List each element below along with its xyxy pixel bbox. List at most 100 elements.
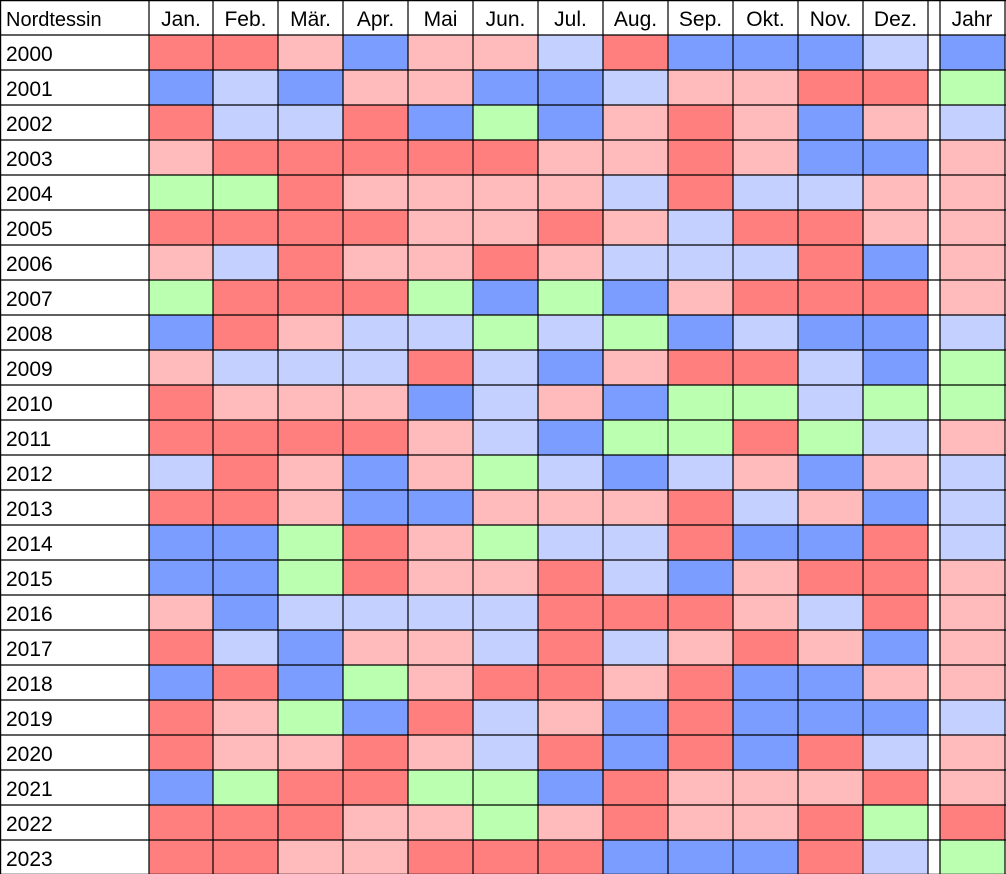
cell-2005-Jul [538,210,603,245]
month-header-11: Nov. [810,8,852,31]
year-label-2001: 2001 [6,78,53,101]
cell-2003-Jul [538,140,603,175]
cell-2022-Jan [149,805,213,840]
cell-2009-Mär [278,350,343,385]
cell-2013-Okt [733,490,798,525]
cell-2021-Jan [149,770,213,805]
cell-2011-Feb [213,420,278,455]
cell-2023-Sep [668,840,733,874]
cell-2007-Feb [213,280,278,315]
cell-2019-Okt [733,700,798,735]
cell-2002-annual [940,105,1005,140]
cell-2003-Sep [668,140,733,175]
cell-2007-Dez [863,280,928,315]
cell-2000-Mai [408,35,473,70]
cell-2007-Mai [408,280,473,315]
cell-2008-Apr [343,315,408,350]
cell-2018-annual [940,665,1005,700]
cell-2010-Apr [343,385,408,420]
cell-2019-Dez [863,700,928,735]
cell-2000-Sep [668,35,733,70]
cell-2014-Mär [278,525,343,560]
cell-2014-annual [940,525,1005,560]
year-label-2009: 2009 [6,358,53,381]
cell-2020-Apr [343,735,408,770]
cell-2018-Mär [278,665,343,700]
cell-2001-Sep [668,70,733,105]
cell-2017-Nov [798,630,863,665]
cell-2002-Aug [603,105,668,140]
cell-2010-Dez [863,385,928,420]
cell-2000-Dez [863,35,928,70]
cell-2000-Mär [278,35,343,70]
cell-2004-Dez [863,175,928,210]
cell-2012-Jun [473,455,538,490]
cell-2015-Mai [408,560,473,595]
cell-2020-Jan [149,735,213,770]
cell-2006-Nov [798,245,863,280]
year-label-2012: 2012 [6,463,53,486]
cell-2018-Jul [538,665,603,700]
cell-2014-Jul [538,525,603,560]
cell-2018-Okt [733,665,798,700]
cell-2017-Dez [863,630,928,665]
cell-2004-Feb [213,175,278,210]
cell-2001-Dez [863,70,928,105]
year-label-2011: 2011 [6,428,51,451]
cell-2015-Aug [603,560,668,595]
cell-2009-Jul [538,350,603,385]
cell-2004-Okt [733,175,798,210]
cell-2011-Apr [343,420,408,455]
cell-2003-Feb [213,140,278,175]
cell-2017-Jun [473,630,538,665]
cell-2014-Apr [343,525,408,560]
cell-2000-Jul [538,35,603,70]
cell-2006-Jul [538,245,603,280]
cell-2000-Jun [473,35,538,70]
cell-2022-Jul [538,805,603,840]
month-header-3: Mär. [290,8,331,31]
cell-2015-Mär [278,560,343,595]
cell-2006-annual [940,245,1005,280]
cell-2005-Okt [733,210,798,245]
cell-2005-Sep [668,210,733,245]
cell-2001-Jul [538,70,603,105]
cell-2021-Nov [798,770,863,805]
cell-2006-Okt [733,245,798,280]
cell-2007-Nov [798,280,863,315]
cell-2020-Nov [798,735,863,770]
cell-2020-Jul [538,735,603,770]
cell-2013-Jan [149,490,213,525]
cell-2023-Aug [603,840,668,874]
cell-2007-annual [940,280,1005,315]
cell-2011-Jun [473,420,538,455]
cell-2009-Sep [668,350,733,385]
year-label-2004: 2004 [6,183,53,206]
cell-2002-Jan [149,105,213,140]
cell-2012-Okt [733,455,798,490]
year-label-2016: 2016 [6,603,53,626]
cell-2000-Apr [343,35,408,70]
cell-2021-Jul [538,770,603,805]
cell-2009-Mai [408,350,473,385]
cell-2013-Nov [798,490,863,525]
cell-2022-Sep [668,805,733,840]
cell-2006-Aug [603,245,668,280]
cell-2011-Sep [668,420,733,455]
cell-2021-Jun [473,770,538,805]
cell-2015-Dez [863,560,928,595]
cell-2012-Jan [149,455,213,490]
cell-2014-Jan [149,525,213,560]
cell-2016-Okt [733,595,798,630]
year-label-2007: 2007 [6,288,53,311]
cell-2004-annual [940,175,1005,210]
cell-2008-Feb [213,315,278,350]
cell-2020-Dez [863,735,928,770]
cell-2016-Mai [408,595,473,630]
cell-2008-Dez [863,315,928,350]
cell-2000-Okt [733,35,798,70]
month-header-1: Jan. [161,8,201,31]
cell-2014-Dez [863,525,928,560]
year-label-2021: 2021 [6,778,53,801]
cell-2007-Okt [733,280,798,315]
